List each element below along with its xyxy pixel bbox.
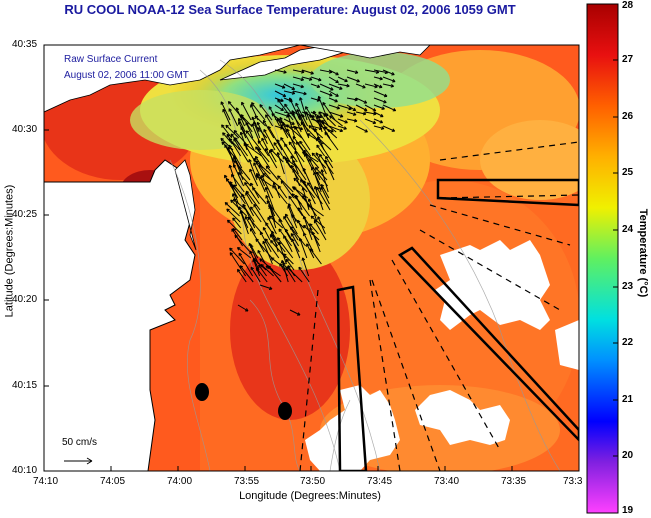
lon-tick: 73:40	[434, 476, 460, 487]
colorbar-tick: 23	[622, 281, 634, 292]
lon-tick: 73:50	[300, 476, 326, 487]
colorbar-tick: 25	[622, 167, 634, 178]
buoy-marker-2	[278, 402, 292, 420]
colorbar-tick: 28	[622, 0, 634, 11]
colorbar-tick: 22	[622, 337, 634, 348]
lat-tick: 40:15	[12, 380, 38, 391]
lat-tick: 40:25	[12, 209, 38, 220]
lon-tick: 74:10	[33, 476, 59, 487]
y-axis-label: Latitude (Degrees:Minutes)	[3, 184, 16, 318]
colorbar-tick: 24	[622, 224, 634, 235]
buoy-marker-1	[195, 383, 209, 401]
lat-tick: 40:20	[12, 294, 38, 305]
annotation-line-1: Raw Surface Current	[64, 54, 158, 65]
map-title: RU COOL NOAA-12 Sea Surface Temperature:…	[64, 2, 516, 17]
annotation-line-2: August 02, 2006 11:00 GMT	[64, 70, 189, 81]
lon-tick: 73:55	[234, 476, 260, 487]
colorbar-label: Temperature (°C)	[637, 208, 649, 298]
colorbar-tick: 27	[622, 54, 634, 65]
x-axis-label: Longitude (Degrees:Minutes)	[239, 490, 381, 502]
colorbar-tick: 26	[622, 111, 634, 122]
colorbar-tick: 19	[622, 505, 634, 516]
colorbar-tick: 20	[622, 450, 634, 461]
lon-tick: 73:35	[501, 476, 527, 487]
lon-tick: 74:05	[100, 476, 126, 487]
lat-tick: 40:35	[12, 39, 38, 50]
lon-tick: 74:00	[167, 476, 193, 487]
lat-tick: 40:10	[12, 465, 38, 476]
colorbar	[586, 3, 619, 514]
scale-label: 50 cm/s	[62, 437, 98, 448]
colorbar-tick: 21	[622, 394, 634, 405]
lat-tick: 40:30	[12, 124, 38, 135]
lon-tick: 73:3	[563, 476, 583, 487]
lon-tick: 73:45	[367, 476, 393, 487]
current-vectors	[220, 69, 397, 316]
sst-field	[44, 45, 579, 471]
